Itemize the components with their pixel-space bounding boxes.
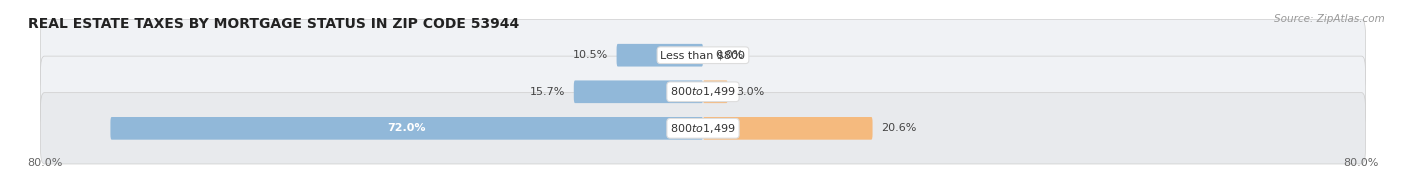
Text: $800 to $1,499: $800 to $1,499: [671, 122, 735, 135]
Text: 72.0%: 72.0%: [388, 123, 426, 133]
FancyBboxPatch shape: [41, 93, 1365, 164]
FancyBboxPatch shape: [41, 56, 1365, 127]
FancyBboxPatch shape: [617, 44, 703, 66]
FancyBboxPatch shape: [703, 117, 873, 140]
FancyBboxPatch shape: [574, 81, 703, 103]
Text: REAL ESTATE TAXES BY MORTGAGE STATUS IN ZIP CODE 53944: REAL ESTATE TAXES BY MORTGAGE STATUS IN …: [28, 17, 519, 31]
Text: Source: ZipAtlas.com: Source: ZipAtlas.com: [1274, 14, 1385, 24]
Text: 3.0%: 3.0%: [735, 87, 765, 97]
FancyBboxPatch shape: [111, 117, 703, 140]
Text: 20.6%: 20.6%: [880, 123, 917, 133]
Text: 10.5%: 10.5%: [574, 50, 609, 60]
Text: 15.7%: 15.7%: [530, 87, 565, 97]
FancyBboxPatch shape: [703, 81, 728, 103]
FancyBboxPatch shape: [41, 20, 1365, 91]
Text: Less than $800: Less than $800: [661, 50, 745, 60]
Text: $800 to $1,499: $800 to $1,499: [671, 85, 735, 98]
Text: 0.0%: 0.0%: [716, 50, 744, 60]
